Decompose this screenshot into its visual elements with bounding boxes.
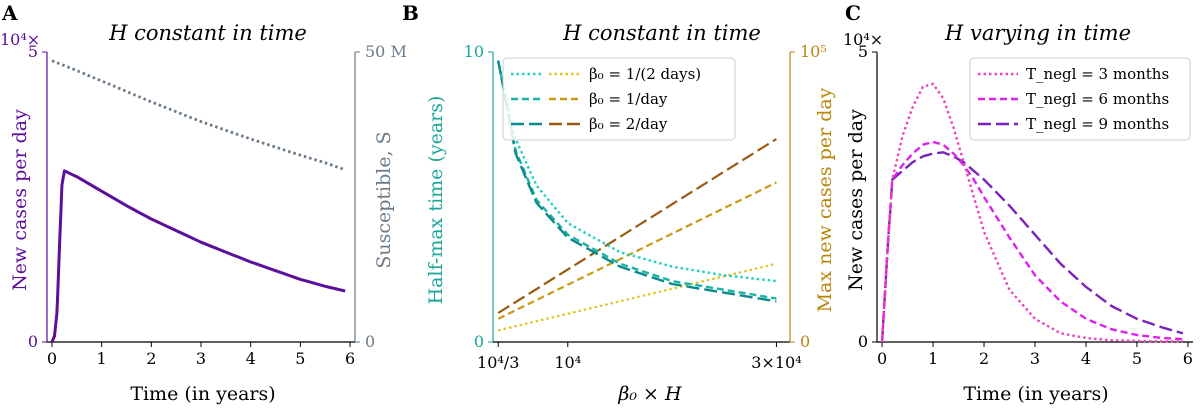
panel-a-susceptible-line [51, 59, 346, 172]
panel-c-xtick-label: 5 [1132, 349, 1142, 368]
panel-b-legend-label: β₀ = 2/day [589, 115, 668, 133]
panel-c-ylabel: New cases per day [845, 109, 867, 291]
panel-a-xtick-label: 3 [196, 349, 206, 368]
panel-b-legend-box [502, 57, 736, 141]
panel-c-legend-label: T_negl = 9 months [1026, 115, 1169, 133]
panel-a-y2tick-label: 50 M [365, 42, 407, 61]
panel-c-legend-box [969, 57, 1191, 141]
panel-a-cases-line [50, 169, 346, 343]
panel-c-xtick-label: 6 [1183, 349, 1193, 368]
panel-b-legend-label: β₀ = 1/(2 days) [589, 65, 701, 83]
panel-b-ytick-label: 0 [474, 332, 484, 351]
panel-c-xlabel: Time (in years) [963, 383, 1108, 405]
panel-a-exponent: 10⁴× [0, 30, 40, 49]
panel-a-label: A [1, 1, 18, 25]
panel-a-ytick-label: 5 [28, 42, 38, 61]
panel-a-title: H constant in time [108, 21, 307, 45]
panel-b-max-cases-line [497, 262, 777, 332]
panel-a-xtick-label: 0 [47, 349, 57, 368]
panel-b-ylabel-left: Half-max time (years) [425, 96, 447, 305]
panel-b-max-cases-line [497, 181, 777, 320]
panel-b-legend-label: β₀ = 1/day [589, 90, 668, 108]
panel-a-xtick-label: 1 [97, 349, 107, 368]
panel-b-title: H constant in time [562, 21, 761, 45]
panel-a-xtick-label: 2 [146, 349, 156, 368]
panel-c-xtick-label: 3 [1030, 349, 1040, 368]
panel-c-legend-label: T_negl = 3 months [1026, 65, 1169, 83]
panel-c-cases-line [880, 82, 1183, 343]
panel-c-label: C [845, 1, 861, 25]
panel-c-xtick-label: 1 [928, 349, 938, 368]
panel-c-legend-label: T_negl = 6 months [1026, 90, 1169, 108]
panel-b-max-cases-line [497, 138, 777, 314]
panel-c-exponent: 10⁴× [843, 30, 883, 49]
panel-a-ytick-label: 0 [28, 332, 38, 351]
panel-b-ytick-label: 10 [464, 42, 484, 61]
panel-a-ylabel-right: Susceptible, S [373, 131, 395, 268]
panel-b-y2tick-label: 0 [800, 332, 810, 351]
panel-b-xlabel: β₀ × H [617, 383, 682, 405]
panel-b-ylabel-right: Max new cases per day [814, 87, 836, 312]
panel-c-ytick-label: 0 [858, 332, 868, 351]
panel-b-xtick-label: 10⁴/3 [477, 353, 519, 372]
panel-a-ylabel-left: New cases per day [9, 109, 31, 291]
panel-a-xlabel: Time (in years) [130, 383, 275, 405]
panel-b-label: B [402, 1, 419, 25]
panel-b-y2tick-label: 10⁵ [800, 42, 827, 61]
panel-b-halfmax-line [497, 60, 777, 283]
panel-c-xtick-label: 4 [1081, 349, 1091, 368]
panel-a-xtick-label: 5 [295, 349, 305, 368]
panel-b-xtick-label: 3×10⁴ [751, 353, 801, 372]
panel-a-xtick-label: 6 [345, 349, 355, 368]
panel-b-xtick-label: 10⁴ [554, 353, 581, 372]
panel-c-xtick-label: 0 [877, 349, 887, 368]
panel-c-title: H varying in time [944, 21, 1131, 45]
panel-a-y2tick-label: 0 [365, 332, 375, 351]
panel-c-ytick-label: 5 [858, 42, 868, 61]
panel-a-xtick-label: 4 [246, 349, 256, 368]
panel-c-xtick-label: 2 [979, 349, 989, 368]
panel-c-cases-line [880, 140, 1183, 343]
panel-b-halfmax-line [497, 60, 777, 303]
panel-c-cases-line [880, 151, 1184, 343]
